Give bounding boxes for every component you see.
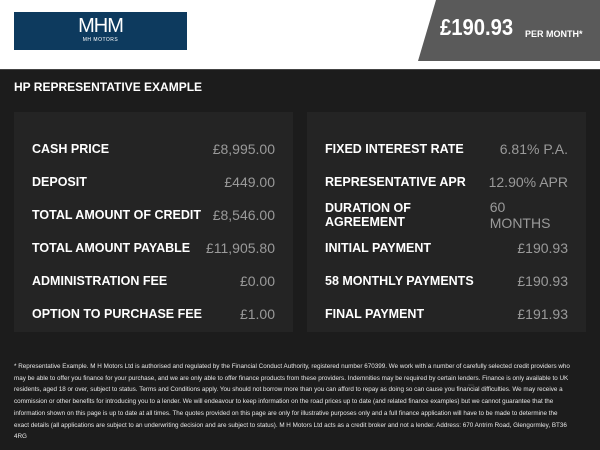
monthly-price: £190.93: [440, 14, 514, 40]
finance-row: FINAL PAYMENT £191.93: [325, 297, 568, 330]
finance-label: FIXED INTEREST RATE: [325, 141, 464, 156]
finance-row: 58 MONTHLY PAYMENTS £190.93: [325, 264, 568, 297]
finance-label: TOTAL AMOUNT PAYABLE: [32, 240, 191, 255]
finance-value: £190.93: [517, 272, 568, 289]
finance-value: £8,995.00: [212, 140, 275, 157]
finance-row: DURATION OF AGREEMENT 60 MONTHS: [325, 198, 568, 231]
finance-row: OPTION TO PURCHASE FEE £1.00: [32, 297, 275, 330]
price-panel: [418, 0, 600, 61]
disclaimer-text: * Representative Example. M H Motors Ltd…: [14, 363, 570, 441]
finance-label: DURATION OF AGREEMENT: [325, 200, 411, 229]
finance-row: FIXED INTEREST RATE 6.81% P.A.: [325, 132, 568, 165]
finance-row: TOTAL AMOUNT PAYABLE £11,905.80: [32, 231, 275, 264]
finance-label: TOTAL AMOUNT OF CREDIT: [32, 207, 201, 222]
watermark: [468, 384, 474, 386]
finance-row: ADMINISTRATION FEE £0.00: [32, 264, 275, 297]
header: MHM MH MOTORS £190.93 PER MONTH*: [0, 0, 600, 70]
finance-row: INITIAL PAYMENT £190.93: [325, 231, 568, 264]
finance-row: REPRESENTATIVE APR 12.90% APR: [325, 165, 568, 198]
finance-value: £8,546.00: [212, 206, 275, 223]
finance-label: CASH PRICE: [32, 141, 110, 156]
finance-panel-left: CASH PRICE £8,995.00 DEPOSIT £449.00 TOTAL A…: [14, 112, 293, 332]
finance-panel-right: FIXED INTEREST RATE 6.81% P.A. REPRESENTAT…: [307, 112, 586, 332]
finance-label: INITIAL PAYMENT: [325, 240, 432, 255]
logo-subtext: MH MOTORS: [82, 37, 119, 43]
finance-value: £0.00: [239, 272, 275, 289]
logo-text: MHM: [78, 15, 124, 37]
finance-value: 12.90% APR: [488, 173, 568, 190]
finance-value: £1.00: [239, 305, 275, 322]
finance-label: FINAL PAYMENT: [325, 306, 425, 321]
finance-value: £191.93: [517, 305, 568, 322]
mh-motors-logo[interactable]: MHM MH MOTORS: [14, 12, 187, 50]
finance-value: £449.00: [224, 173, 275, 190]
finance-label: OPTION TO PURCHASE FEE: [32, 306, 202, 321]
finance-row: TOTAL AMOUNT OF CREDIT £8,546.00: [32, 198, 275, 231]
finance-row: DEPOSIT £449.00: [32, 165, 275, 198]
finance-value: £11,905.80: [205, 239, 275, 256]
finance-label: DEPOSIT: [32, 174, 87, 189]
per-month-label: PER MONTH*: [525, 29, 583, 39]
finance-label: REPRESENTATIVE APR: [325, 174, 466, 189]
finance-value: £190.93: [517, 239, 568, 256]
section-title: HP REPRESENTATIVE EXAMPLE: [14, 80, 203, 94]
finance-row: CASH PRICE £8,995.00: [32, 132, 275, 165]
finance-value: 6.81% P.A.: [499, 140, 568, 157]
finance-label: 58 MONTHLY PAYMENTS: [325, 273, 474, 288]
finance-label: ADMINISTRATION FEE: [32, 273, 168, 288]
finance-value: 60 MONTHS: [489, 198, 551, 231]
